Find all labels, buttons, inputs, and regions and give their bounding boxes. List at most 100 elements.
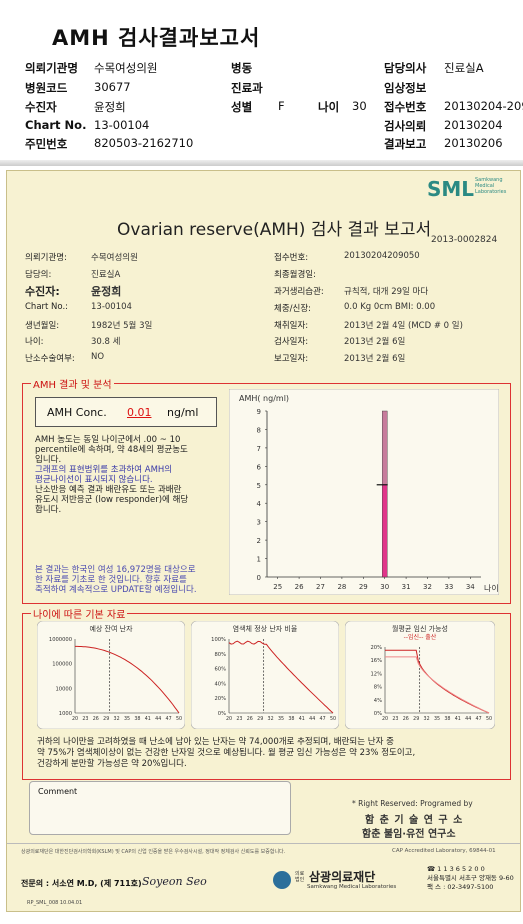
info-value-4: 1982년 5월 3일	[91, 321, 153, 331]
chart-title: 염색체 정상 난자 비율	[233, 624, 298, 633]
info-label-4: 생년월일:	[25, 321, 60, 331]
x-tick-label: 29	[413, 716, 419, 722]
sex-label: 성별	[231, 100, 253, 114]
request-date-label: 검사의뢰	[384, 119, 427, 133]
info-label-2: 수진자:	[25, 285, 60, 298]
x-tick-label: 23	[82, 716, 88, 722]
logo-sub-2: Medical	[475, 183, 495, 189]
foundation-name-en: Samkwang Medical Laboratories	[307, 884, 397, 890]
basic-data-box	[22, 613, 511, 780]
foundation-tag: 의료법인	[295, 871, 305, 883]
info-label-2: 과거생리습관:	[274, 287, 324, 297]
summary-line-2: 약 75%가 염색체이상이 없는 건강한 난자일 것으로 예상됩니다. 월 평균…	[37, 748, 416, 758]
y-tick-label: 12%	[370, 671, 382, 677]
rrn-value: 820503-2162710	[94, 136, 194, 150]
y-tick-label: 4%	[374, 698, 382, 704]
ward-label: 병동	[231, 61, 253, 75]
y-tick-label: 80%	[214, 652, 226, 658]
y-tick-label: 8	[257, 426, 261, 434]
foundation-logo-icon	[273, 871, 291, 889]
sex-value: F	[278, 99, 285, 113]
amh-unit: ng/ml	[167, 406, 199, 419]
info-value-5: 30.8 세	[91, 337, 121, 347]
info-label-1: 담당의:	[25, 270, 52, 280]
form-code: RP_SML_008 10.04.01	[27, 900, 83, 906]
patient-label: 수진자	[25, 100, 57, 114]
info-label-5: 검사일자:	[274, 337, 309, 347]
scanned-report-form: SML Samkwang Medical Laboratories Ovaria…	[6, 170, 521, 912]
specialist: 전문의 : 서소연 M.D, (제 711호)	[21, 879, 142, 888]
chart-legend: --임신-- 출산	[404, 633, 437, 641]
analysis-footnote: 본 결과는 한국인 여성 16,972명을 대상으로 한 자료를 기초로 한 것…	[35, 565, 235, 595]
analysis-line-3a: 난소반응 예측 결과 배란유도 또는 과배란	[35, 485, 182, 495]
amh-value-box	[35, 397, 217, 427]
info-value-2: 윤정희	[91, 285, 122, 298]
y-tick-label: 1000	[59, 711, 72, 717]
x-tick-label: 38	[288, 716, 294, 722]
receipt-no-value: 20130204-209	[444, 99, 523, 113]
result-box	[22, 383, 511, 604]
chart-title: 예상 잔여 난자	[89, 624, 133, 633]
y-tick-label: 100%	[211, 637, 226, 643]
report-date-label: 결과보고	[384, 137, 427, 151]
analysis-line-3c: 합니다.	[35, 505, 62, 515]
info-value-3: 13-00104	[91, 302, 132, 312]
info-label-5: 나이:	[25, 337, 44, 347]
chart-title: 월평균 임신 가능성	[392, 624, 448, 633]
analysis-line-1c: 입니다.	[35, 455, 62, 465]
fine-print-left: 상광의료재단은 대한진단검사의학회(KSLM) 및 CAP의 신업 인증을 받은…	[21, 849, 286, 855]
x-tick-label: 29	[103, 716, 109, 722]
x-axis-label: 나이	[484, 583, 499, 593]
org-line-1: 함 춘 기 술 연 구 소	[365, 815, 464, 826]
chart-frame	[229, 389, 499, 595]
x-tick-label: 38	[134, 716, 140, 722]
info-value-3: 0.0 Kg 0cm BMI: 0.00	[344, 302, 436, 312]
x-tick-label: 50	[486, 716, 492, 722]
chart-frame	[37, 621, 185, 729]
x-tick-label: 29	[257, 716, 263, 722]
fine-print-right: CAP Accredited Laboratory, 69844-01	[392, 848, 496, 854]
x-tick-label: 27	[316, 583, 325, 591]
amh-label: AMH Conc.	[47, 406, 107, 419]
foundation-name: 삼광의료재단	[309, 870, 376, 884]
x-tick-label: 26	[93, 716, 99, 722]
x-tick-label: 20	[382, 716, 388, 722]
x-tick-label: 47	[476, 716, 482, 722]
x-tick-label: 38	[444, 716, 450, 722]
x-tick-label: 31	[402, 583, 411, 591]
age-range-bar-0	[381, 484, 388, 578]
x-tick-label: 44	[465, 716, 471, 722]
x-tick-label: 44	[309, 716, 315, 722]
footer-divider	[7, 843, 520, 844]
summary-line-3: 건강하게 분만할 가능성은 약 20%입니다.	[37, 759, 187, 769]
x-tick-label: 32	[423, 583, 432, 591]
y-tick-label: 0	[257, 574, 261, 582]
y-tick-label: 20%	[370, 645, 382, 651]
org-line-2: 함춘 불임·유전 연구소	[362, 829, 456, 840]
doctor-value: 진료실A	[444, 61, 484, 75]
rights-text: * Right Reserved: Programed by	[352, 799, 473, 808]
x-tick-label: 28	[337, 583, 346, 591]
chart-frame	[191, 621, 339, 729]
y-tick-label: 3	[257, 519, 261, 527]
comment-label: Comment	[38, 787, 78, 796]
info-label-4: 채취일자:	[274, 321, 309, 331]
x-tick-label: 35	[278, 716, 284, 722]
age-range-bar-1	[381, 410, 388, 485]
chart-no-label: Chart No.	[25, 118, 87, 132]
y-tick-label: 1	[257, 556, 261, 564]
analysis-line-2b: 평균나이선이 표시되지 않습니다.	[35, 475, 153, 485]
analysis-line-2a: 그래프의 표현범위를 초과하여 AMH의	[35, 465, 173, 475]
y-tick-label: 7	[257, 445, 261, 453]
y-tick-label: 2	[257, 537, 261, 545]
analysis-text: AMH 농도는 동일 나이군에서 .00 ~ 10 percentile에 속하…	[35, 435, 235, 515]
department-label: 진료과	[231, 81, 263, 95]
x-tick-label: 35	[434, 716, 440, 722]
y-tick-label: 0%	[218, 711, 226, 717]
info-label-0: 의뢰기관명:	[25, 253, 67, 263]
summary-line-1: 귀하의 나이만을 고려하였을 때 난소에 남아 있는 난자는 약 74,000개…	[37, 737, 394, 747]
x-tick-label: 41	[455, 716, 461, 722]
analysis-line-1b: percentile에 속하며, 약 48세의 평균농도	[35, 445, 188, 455]
